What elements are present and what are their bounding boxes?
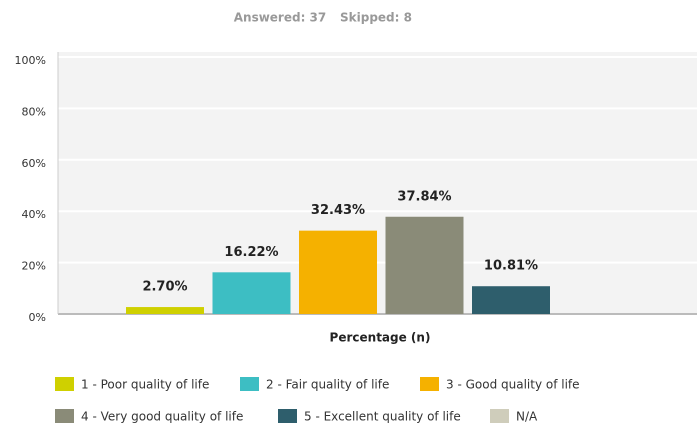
legend-label: 2 - Fair quality of life xyxy=(266,378,389,392)
bar xyxy=(299,230,377,314)
bar xyxy=(385,216,464,314)
plot-area xyxy=(58,52,697,314)
answered: Answered: 37 xyxy=(234,11,327,25)
legend-label: 5 - Excellent quality of life xyxy=(304,410,461,424)
value-label: 32.43% xyxy=(311,203,365,218)
value-label: 2.70% xyxy=(142,280,187,295)
x-axis-label: Percentage (n) xyxy=(330,331,431,345)
legend-label: 3 - Good quality of life xyxy=(446,378,580,392)
value-label: 37.84% xyxy=(397,189,451,204)
value-label: 10.81% xyxy=(484,259,538,274)
bar xyxy=(126,307,204,314)
legend-swatch xyxy=(240,377,259,391)
bar xyxy=(472,286,550,314)
value-label: 16.22% xyxy=(224,245,278,260)
y-tick-label: 40% xyxy=(22,208,46,221)
legend-swatch xyxy=(420,377,439,391)
legend-swatch xyxy=(55,377,74,391)
legend-swatch xyxy=(490,409,509,423)
legend-label: 1 - Poor quality of life xyxy=(81,378,209,392)
y-tick-label: 20% xyxy=(22,260,46,273)
legend-swatch xyxy=(55,409,74,423)
y-tick-label: 80% xyxy=(22,105,46,118)
y-tick-label: 100% xyxy=(15,54,46,67)
skipped: Skipped: 8 xyxy=(340,11,412,25)
bar xyxy=(212,272,291,314)
legend-label: N/A xyxy=(516,410,538,424)
legend-swatch xyxy=(278,409,297,423)
y-tick-label: 60% xyxy=(22,157,46,170)
y-tick-label: 0% xyxy=(29,311,46,324)
legend-label: 4 - Very good quality of life xyxy=(81,410,243,424)
